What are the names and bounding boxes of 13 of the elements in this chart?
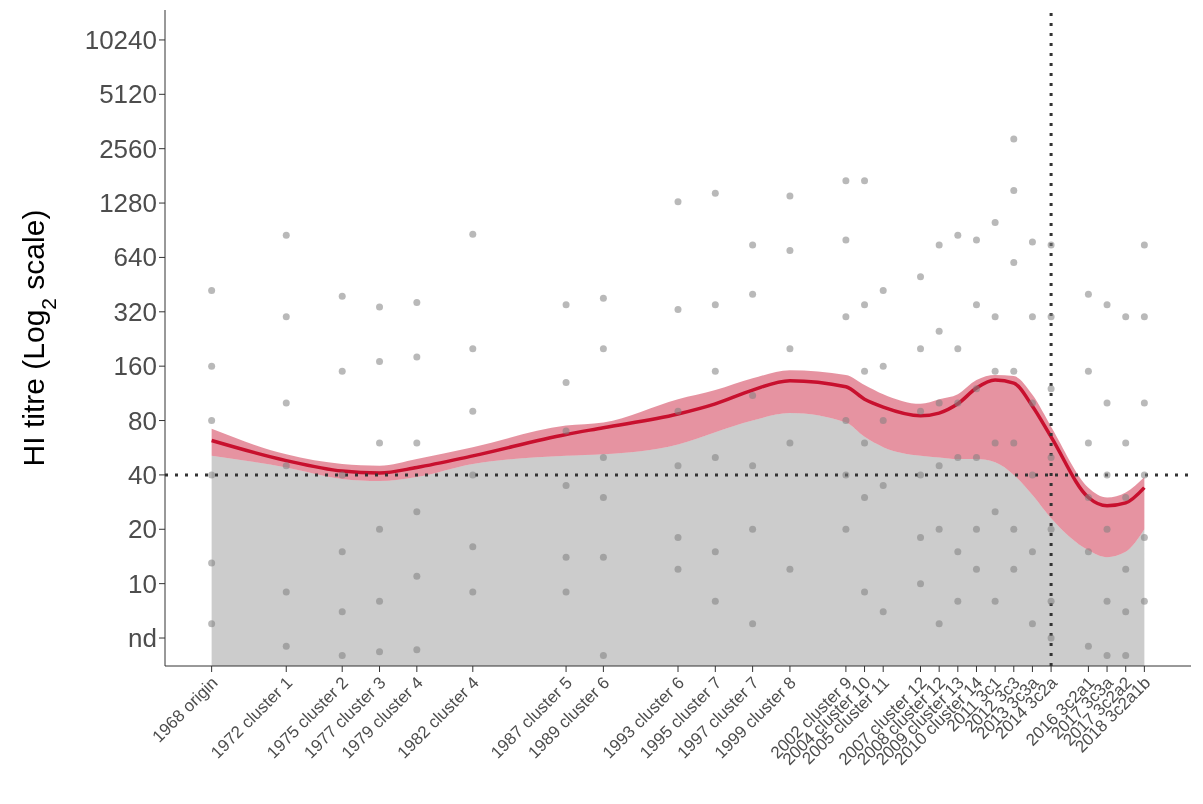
y-tick-label: 80 — [128, 405, 157, 436]
y-tick-label: 20 — [128, 514, 157, 545]
y-tick-label: nd — [128, 623, 157, 654]
y-tick-label: 320 — [113, 296, 157, 327]
y-tick-label: 160 — [113, 351, 157, 382]
y-tick-label: 2560 — [99, 133, 157, 164]
y-tick-label: 1280 — [99, 188, 157, 219]
y-tick-label: 5120 — [99, 79, 157, 110]
y-tick-label: 10 — [128, 568, 157, 599]
y-tick-label: 40 — [128, 459, 157, 490]
y-tick-label: 10240 — [84, 24, 157, 55]
line-series — [209, 378, 1147, 508]
y-tick-label: 640 — [113, 242, 157, 273]
